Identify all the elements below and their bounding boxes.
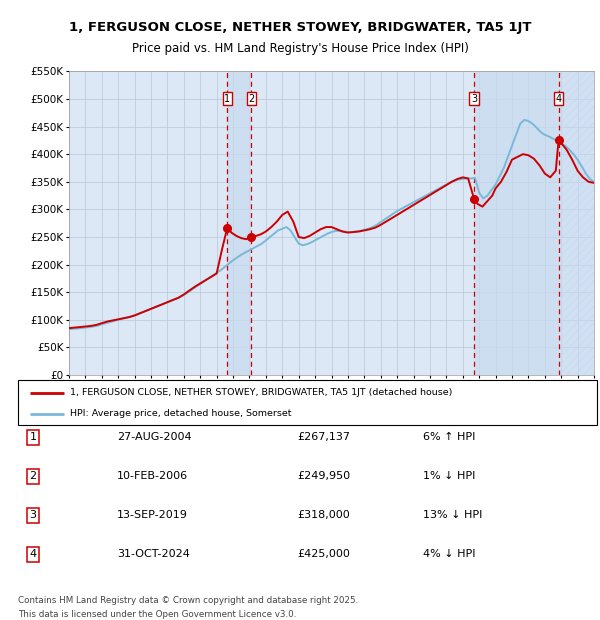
- Text: Contains HM Land Registry data © Crown copyright and database right 2025.: Contains HM Land Registry data © Crown c…: [18, 596, 358, 606]
- Text: 10-FEB-2006: 10-FEB-2006: [117, 471, 188, 481]
- Bar: [474, 71, 559, 375]
- Text: 4: 4: [556, 94, 562, 104]
- Text: 6% ↑ HPI: 6% ↑ HPI: [423, 432, 475, 442]
- Text: £267,137: £267,137: [297, 432, 350, 442]
- Text: 1, FERGUSON CLOSE, NETHER STOWEY, BRIDGWATER, TA5 1JT: 1, FERGUSON CLOSE, NETHER STOWEY, BRIDGW…: [69, 22, 531, 34]
- Text: 2: 2: [29, 471, 37, 481]
- Text: 13-SEP-2019: 13-SEP-2019: [117, 510, 188, 520]
- Text: This data is licensed under the Open Government Licence v3.0.: This data is licensed under the Open Gov…: [18, 610, 296, 619]
- Bar: [559, 71, 594, 375]
- Text: 3: 3: [471, 94, 477, 104]
- Text: 1: 1: [224, 94, 230, 104]
- Text: £249,950: £249,950: [297, 471, 350, 481]
- Text: HPI: Average price, detached house, Somerset: HPI: Average price, detached house, Some…: [70, 409, 292, 418]
- Text: 3: 3: [29, 510, 37, 520]
- Text: 31-OCT-2024: 31-OCT-2024: [117, 549, 190, 559]
- Text: 27-AUG-2004: 27-AUG-2004: [117, 432, 191, 442]
- Text: 2: 2: [248, 94, 254, 104]
- Text: 1% ↓ HPI: 1% ↓ HPI: [423, 471, 475, 481]
- Text: £425,000: £425,000: [297, 549, 350, 559]
- Text: £318,000: £318,000: [297, 510, 350, 520]
- Text: 4% ↓ HPI: 4% ↓ HPI: [423, 549, 476, 559]
- Text: Price paid vs. HM Land Registry's House Price Index (HPI): Price paid vs. HM Land Registry's House …: [131, 42, 469, 55]
- Bar: [227, 71, 251, 375]
- Text: 4: 4: [29, 549, 37, 559]
- Text: 13% ↓ HPI: 13% ↓ HPI: [423, 510, 482, 520]
- Text: 1: 1: [29, 432, 37, 442]
- Text: 1, FERGUSON CLOSE, NETHER STOWEY, BRIDGWATER, TA5 1JT (detached house): 1, FERGUSON CLOSE, NETHER STOWEY, BRIDGW…: [70, 388, 452, 397]
